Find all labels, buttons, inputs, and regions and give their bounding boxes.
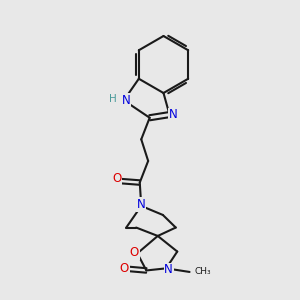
Text: N: N [169, 108, 178, 121]
Text: N: N [122, 94, 130, 107]
Text: N: N [137, 198, 146, 211]
Text: O: O [120, 262, 129, 275]
Text: N: N [164, 263, 173, 276]
Text: CH₃: CH₃ [195, 268, 211, 277]
Text: O: O [130, 246, 139, 259]
Text: O: O [112, 172, 121, 185]
Text: H: H [110, 94, 117, 104]
